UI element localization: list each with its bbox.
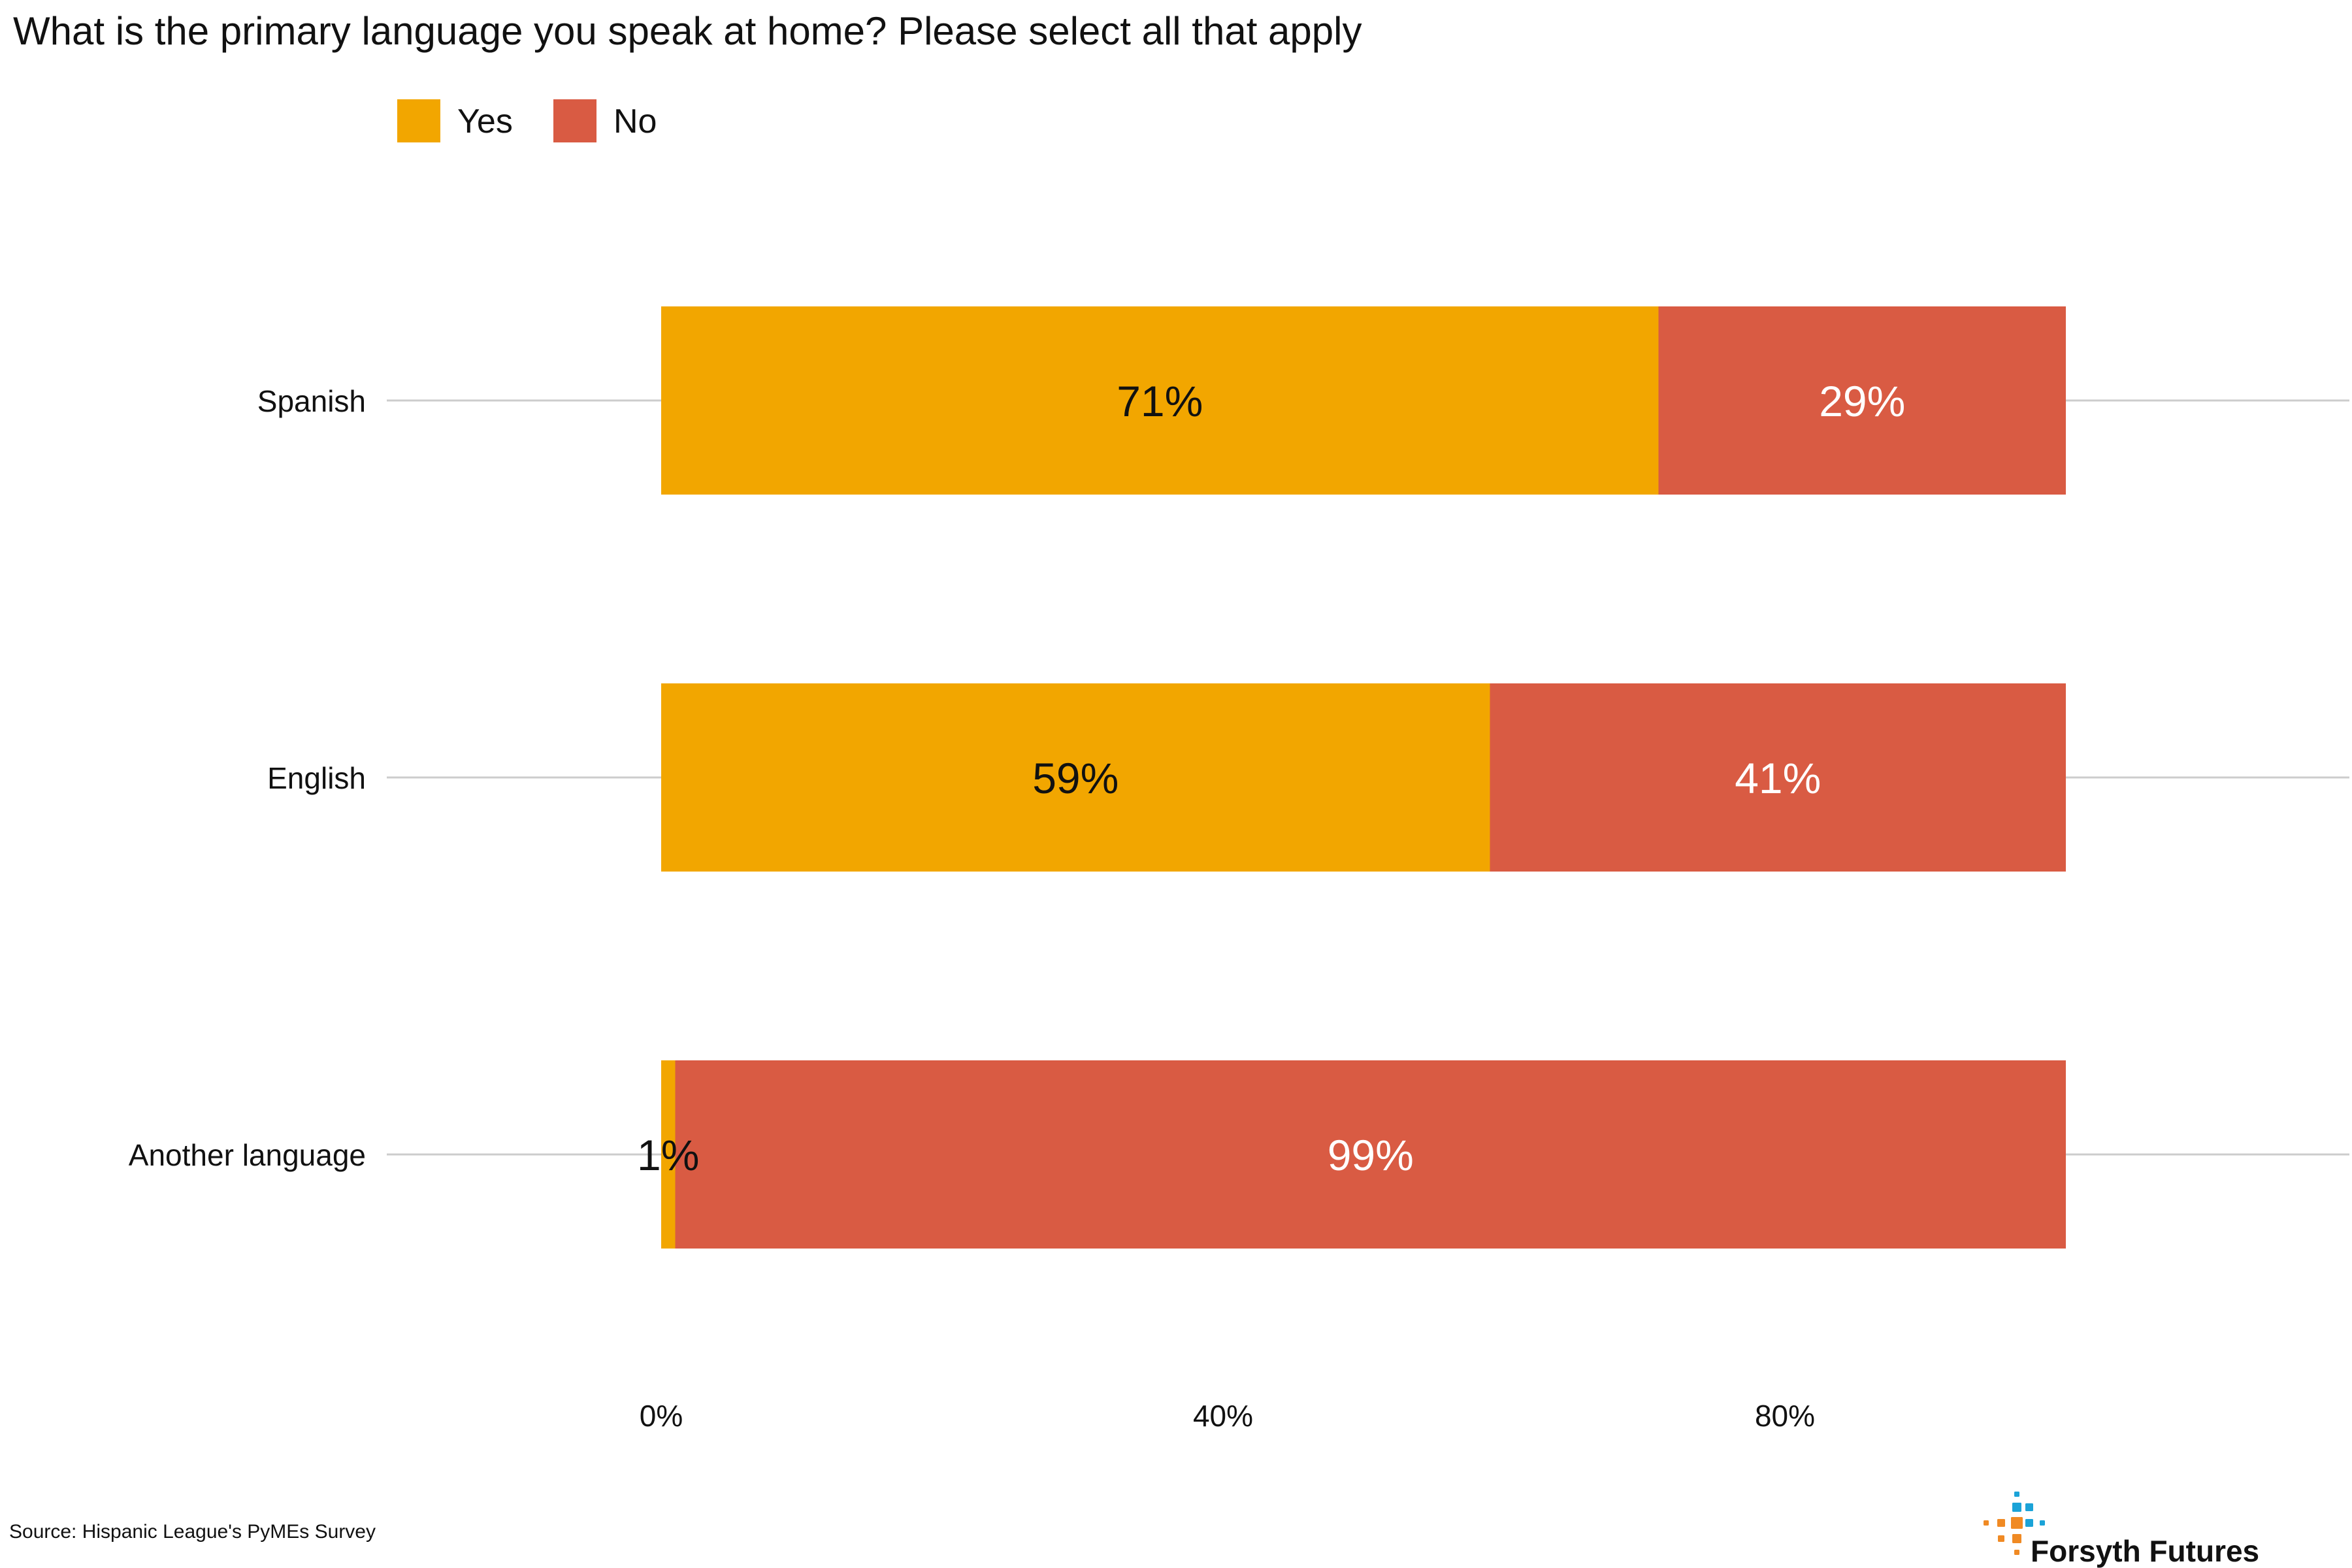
logo-dot [1998,1535,2004,1542]
bar-segment [1658,306,2066,495]
dot-cross-logo-icon [1984,1492,2045,1555]
y-tick-label: Another language [129,1138,366,1172]
chart-title: What is the primary language you speak a… [13,9,1362,53]
legend-swatch [397,99,440,142]
logo-dot [2011,1517,2023,1529]
data-label: 59% [1032,754,1119,802]
bar-labels: 71% 29% 59% 41% 1% 99% [637,377,1905,1179]
logo-dot [2012,1534,2021,1543]
logo-dot [2025,1519,2033,1527]
legend-label: No [613,103,657,140]
x-tick-label: 40% [1193,1399,1253,1433]
legend-label: Yes [457,103,513,140]
logo-dot [2040,1520,2045,1526]
data-label: 71% [1117,377,1203,425]
bar-segment [1490,683,2066,872]
brand-logo: Forsyth Futures [1984,1492,2259,1568]
logo-dot [2014,1550,2019,1555]
y-tick-label: English [267,761,366,795]
y-axis-labels: Spanish English Another language [129,384,366,1172]
logo-dot [1984,1520,1989,1526]
bars [661,306,2066,1249]
logo-dot [2014,1492,2019,1497]
x-axis-tick-labels: 0% 40% 80% [640,1399,1815,1433]
legend: Yes No [397,99,657,142]
data-label: 1% [637,1131,699,1179]
data-label: 29% [1819,377,1905,425]
legend-swatch [553,99,596,142]
bar-segment [675,1060,2066,1249]
logo-dot [2025,1503,2033,1511]
brand-name: Forsyth Futures [2031,1534,2259,1568]
x-tick-label: 80% [1755,1399,1815,1433]
logo-dot [2012,1503,2021,1512]
logo-dot [1997,1519,2005,1527]
bar-segment [661,683,1490,872]
data-label: 99% [1328,1131,1414,1179]
data-label: 41% [1735,754,1821,802]
x-tick-label: 0% [640,1399,683,1433]
source-note: Source: Hispanic League's PyMEs Survey [9,1521,376,1543]
bar-segment [661,306,1659,495]
y-tick-label: Spanish [257,384,366,418]
bar-segment [661,1060,676,1249]
